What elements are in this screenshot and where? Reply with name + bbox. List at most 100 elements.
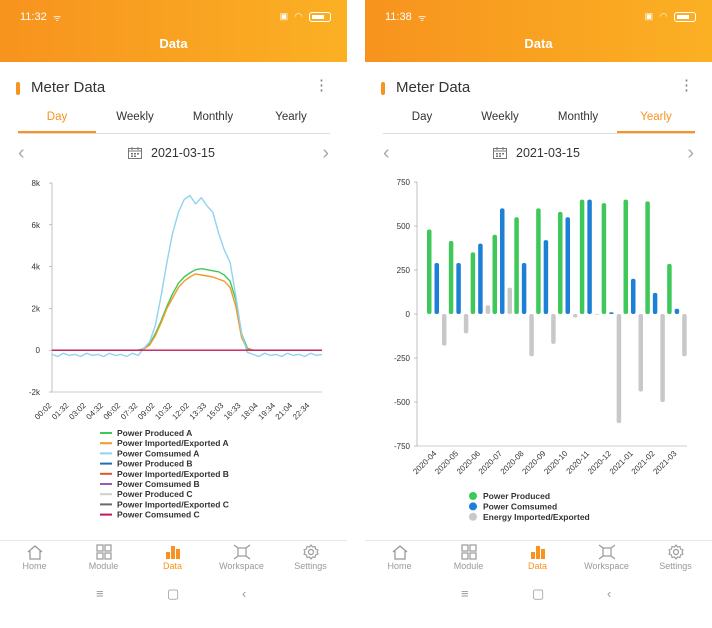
legend-entry: Power Imported/Exported C	[117, 499, 229, 509]
legend-entry: Energy Imported/Exported	[483, 512, 590, 522]
card-title: Meter Data	[31, 79, 106, 96]
bar	[470, 252, 476, 314]
phone-day-view: 11:32 ᯤ ▣ ◠ Data Meter Data ⋮ Day Weekly…	[0, 0, 347, 628]
accent-bar	[381, 82, 385, 95]
x-tick-label: 10:32	[153, 401, 174, 422]
bar	[507, 287, 512, 314]
workspace-icon	[207, 544, 276, 560]
bar	[478, 243, 483, 314]
back-icon[interactable]: ‹	[607, 586, 612, 601]
home-button-icon[interactable]: ▢	[167, 586, 180, 601]
battery-icon	[674, 11, 696, 22]
nav-item-settings[interactable]: Settings	[641, 544, 710, 571]
x-tick-label: 09:02	[136, 401, 157, 422]
nav-item-workspace[interactable]: Workspace	[572, 544, 641, 571]
menu-icon[interactable]: ≡	[96, 586, 104, 601]
menu-icon[interactable]: ≡	[461, 586, 469, 601]
date-selector: ‹ 2021-03-15 ›	[365, 142, 712, 166]
battery-icon	[309, 11, 331, 22]
nav-label: Module	[88, 561, 119, 571]
nav-label: Data	[527, 561, 547, 571]
nav-label: Module	[453, 561, 484, 571]
nav-item-home[interactable]: Home	[365, 544, 434, 571]
bar	[587, 199, 592, 314]
selected-date[interactable]: 2021-03-15	[151, 146, 215, 160]
tab-day[interactable]: Day	[411, 111, 433, 123]
nav-label: Settings	[294, 561, 327, 571]
legend-entry: Power Produced B	[117, 459, 193, 469]
tab-yearly[interactable]: Yearly	[617, 111, 695, 133]
nav-label: Home	[22, 561, 47, 571]
calendar-icon[interactable]	[128, 147, 142, 159]
period-tabs: Day Weekly Monthly Yearly	[18, 106, 330, 134]
bar-chart: -750-500-25002505007502020-042020-052020…	[394, 178, 687, 522]
status-bar: 11:32 ᯤ ▣ ◠	[0, 0, 347, 30]
bar-chart-icon	[138, 544, 207, 560]
x-tick-label: 06:02	[102, 401, 123, 422]
legend-entry: Power Comsumed A	[117, 448, 199, 458]
x-tick-label: 21:04	[274, 401, 295, 422]
x-tick-label: 15:03	[205, 401, 226, 422]
bar	[500, 208, 505, 314]
nav-item-home[interactable]: Home	[0, 544, 69, 571]
chevron-right-icon[interactable]: ›	[687, 142, 694, 164]
x-tick-label: 04:32	[84, 401, 105, 422]
wifi-icon: ◠	[659, 11, 670, 21]
accent-bar	[16, 82, 20, 95]
nav-item-data[interactable]: Data	[138, 544, 207, 571]
tab-day[interactable]: Day	[18, 111, 96, 133]
chevron-right-icon[interactable]: ›	[322, 142, 329, 164]
selected-date[interactable]: 2021-03-15	[516, 146, 580, 160]
tab-weekly[interactable]: Weekly	[481, 111, 519, 123]
home-icon	[365, 544, 434, 560]
y-tick-label: 8k	[32, 179, 41, 188]
more-options-icon[interactable]: ⋮	[679, 77, 694, 94]
x-tick-label: 19:34	[256, 401, 277, 422]
tab-monthly[interactable]: Monthly	[557, 111, 599, 123]
vibrate-icon: ▣	[644, 11, 656, 21]
bar	[652, 292, 658, 314]
legend-entry: Power Imported/Exported A	[117, 438, 229, 448]
bar	[638, 314, 643, 392]
nav-item-data[interactable]: Data	[503, 544, 572, 571]
x-tick-label: 12:02	[170, 401, 191, 422]
bar	[442, 314, 447, 346]
more-options-icon[interactable]: ⋮	[314, 77, 329, 94]
x-tick-label: 01:32	[50, 401, 71, 422]
home-button-icon[interactable]: ▢	[532, 586, 545, 601]
bar	[434, 262, 439, 314]
bar	[579, 199, 585, 314]
bar-chart-icon	[503, 544, 572, 560]
calendar-icon[interactable]	[493, 147, 507, 159]
bar	[631, 278, 636, 314]
phone-yearly-view: 11:38 ᯤ ▣ ◠ Data Meter Data ⋮ Day Weekly…	[365, 0, 712, 628]
bar	[427, 229, 432, 314]
tab-monthly[interactable]: Monthly	[192, 111, 234, 123]
chevron-left-icon[interactable]: ‹	[383, 142, 390, 164]
y-tick-label: 750	[397, 178, 411, 187]
nav-item-module[interactable]: Module	[434, 544, 503, 571]
grid-icon	[69, 544, 138, 560]
legend-swatch	[469, 502, 477, 511]
bar	[682, 314, 687, 357]
bar	[551, 314, 556, 344]
status-bar: 11:38 ᯤ ▣ ◠	[365, 0, 712, 30]
nav-item-settings[interactable]: Settings	[276, 544, 345, 571]
bar	[558, 211, 563, 314]
page-title: Data	[159, 36, 188, 51]
series-line	[52, 273, 322, 351]
y-tick-label: 4k	[32, 263, 41, 272]
tab-weekly[interactable]: Weekly	[116, 111, 154, 123]
bar	[623, 199, 628, 314]
bar	[543, 240, 549, 314]
tab-yearly[interactable]: Yearly	[275, 111, 307, 123]
x-tick-label: 2021-03	[651, 449, 679, 477]
x-tick-label: 2020-10	[542, 449, 570, 477]
legend-swatch	[469, 512, 477, 521]
back-icon[interactable]: ‹	[242, 586, 247, 601]
chevron-left-icon[interactable]: ‹	[18, 142, 25, 164]
legend-entry: Power Comsumed	[483, 501, 557, 511]
y-tick-label: 0	[36, 346, 41, 355]
nav-item-module[interactable]: Module	[69, 544, 138, 571]
nav-item-workspace[interactable]: Workspace	[207, 544, 276, 571]
